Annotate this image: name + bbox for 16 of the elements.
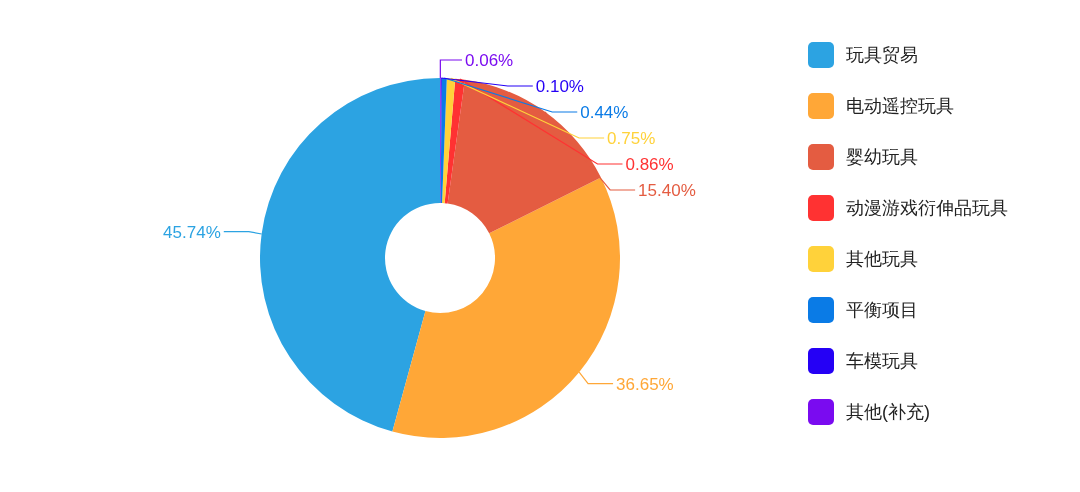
data-label: 0.75% xyxy=(607,128,656,148)
legend-label: 平衡项目 xyxy=(846,300,918,321)
data-label: 0.10% xyxy=(535,76,584,96)
legend-label: 其他玩具 xyxy=(846,249,918,270)
legend-label: 车模玩具 xyxy=(846,351,918,372)
data-label: 45.74% xyxy=(163,222,221,242)
data-label: 0.06% xyxy=(465,50,514,70)
legend-label: 电动遥控玩具 xyxy=(846,96,954,117)
data-label: 15.40% xyxy=(638,180,696,200)
legend-label: 婴幼玩具 xyxy=(846,147,918,168)
data-label: 0.86% xyxy=(625,154,674,174)
data-label: 0.44% xyxy=(580,102,629,122)
legend-label: 玩具贸易 xyxy=(846,45,918,66)
legend-label: 动漫游戏衍伸品玩具 xyxy=(846,198,1008,219)
data-label: 36.65% xyxy=(616,374,674,394)
legend-label: 其他(补充) xyxy=(846,402,930,423)
